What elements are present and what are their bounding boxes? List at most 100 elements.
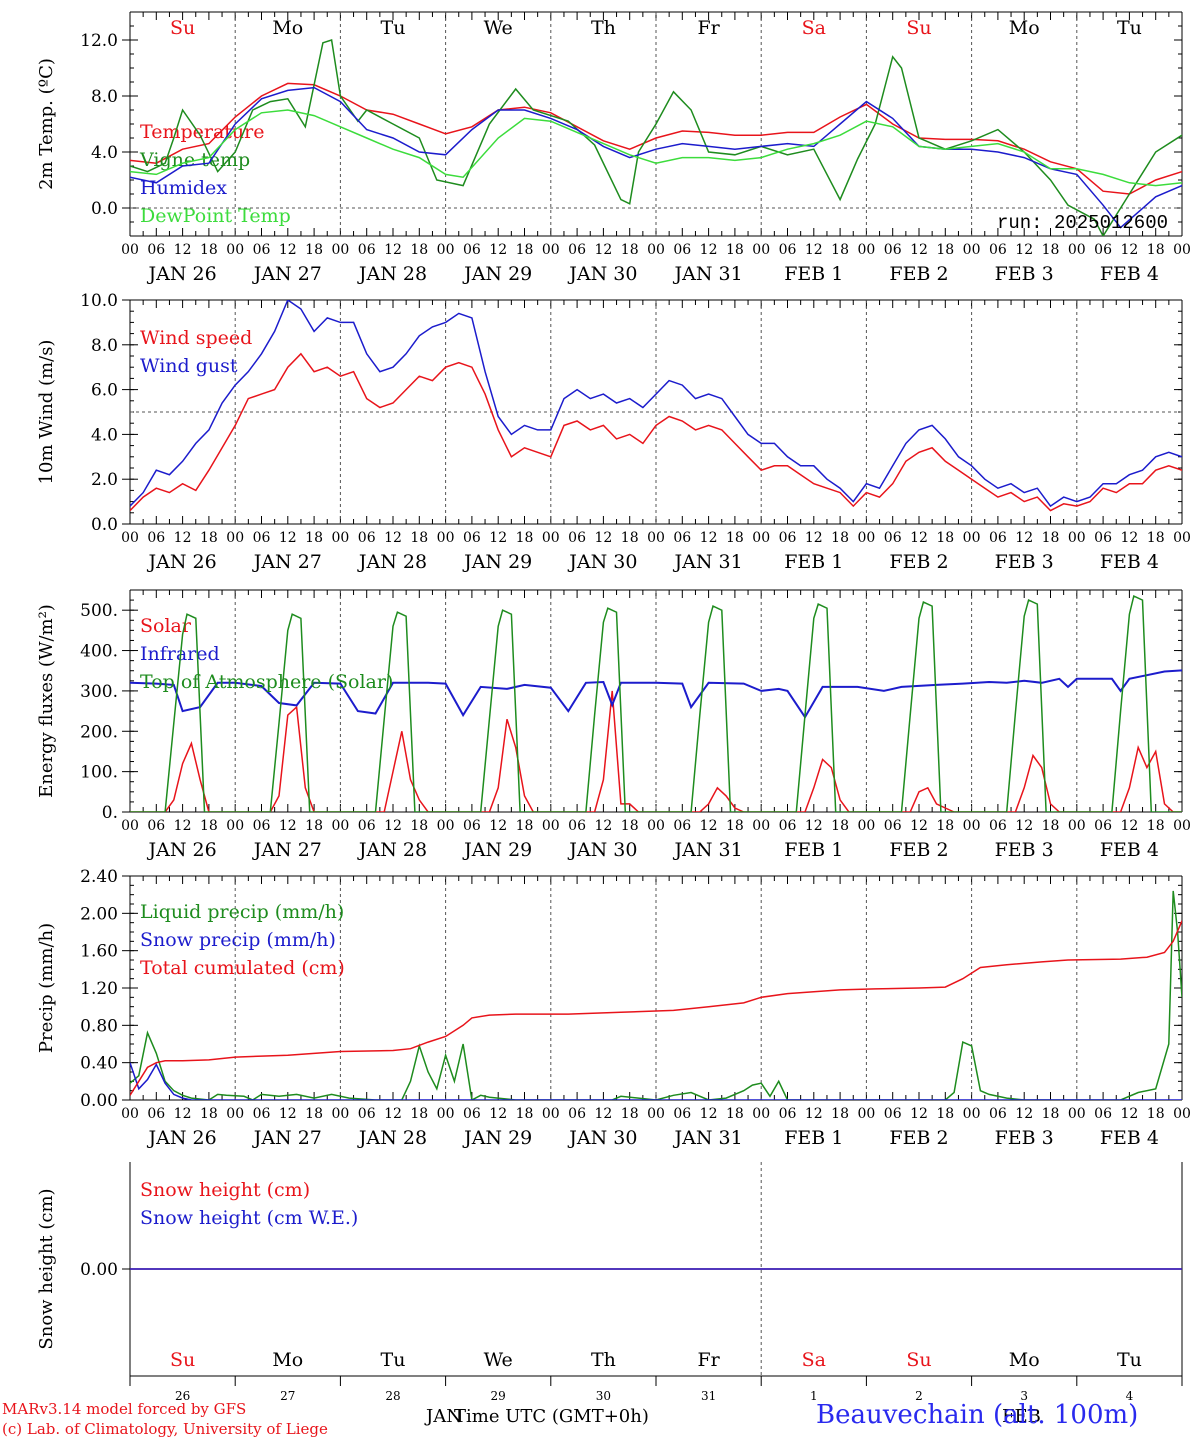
credit-line-2: (c) Lab. of Climatology, University of L… <box>2 1420 328 1438</box>
x-tick-label: 00 <box>1173 242 1191 258</box>
x-tick-label: 12 <box>1015 1106 1033 1122</box>
y-tick-label: 2.00 <box>80 904 118 924</box>
x-tick-label: 18 <box>621 530 639 546</box>
y-tick-label: 0.00 <box>80 1091 118 1111</box>
weekday-label-bottom: Su <box>170 1349 195 1371</box>
y-tick-label: 1.20 <box>80 979 118 999</box>
x-tick-label: 00 <box>331 530 349 546</box>
weekday-label: Tu <box>1117 17 1142 39</box>
x-tick-label: 00 <box>857 1106 875 1122</box>
day-number: 26 <box>175 1389 190 1403</box>
x-tick-label: 18 <box>726 1106 744 1122</box>
date-label: JAN 26 <box>147 551 217 573</box>
x-tick-label: 12 <box>805 242 823 258</box>
x-tick-label: 06 <box>673 1106 691 1122</box>
date-label: FEB 1 <box>784 1127 843 1149</box>
date-label: JAN 31 <box>673 1127 743 1149</box>
series-line-infrared <box>130 669 1182 719</box>
date-label: JAN 29 <box>462 551 532 573</box>
x-tick-label: 06 <box>147 530 165 546</box>
temperature-panel: 0.04.08.012.02m Temp. (ºC) TemperatureVig… <box>36 11 1191 285</box>
series-line-wind-speed <box>130 352 1182 512</box>
x-tick-label: 12 <box>489 818 507 834</box>
x-tick-label: 00 <box>963 1106 981 1122</box>
x-tick-label: 12 <box>279 818 297 834</box>
x-tick-label: 00 <box>542 818 560 834</box>
x-tick-label: 00 <box>437 1106 455 1122</box>
x-tick-label: 18 <box>1042 818 1060 834</box>
x-tick-label: 06 <box>568 242 586 258</box>
x-tick-label: 06 <box>884 242 902 258</box>
y-axis-title: Precip (mm/h) <box>36 923 57 1053</box>
x-tick-label: 06 <box>884 1106 902 1122</box>
x-tick-label: 12 <box>1015 530 1033 546</box>
x-tick-label: 00 <box>121 818 139 834</box>
x-tick-label: 00 <box>331 242 349 258</box>
x-tick-label: 06 <box>884 530 902 546</box>
x-tick-label: 12 <box>594 242 612 258</box>
date-label: FEB 2 <box>889 551 948 573</box>
x-tick-label: 12 <box>174 1106 192 1122</box>
x-tick-label: 00 <box>647 242 665 258</box>
weekday-label-bottom: Tu <box>381 1349 406 1371</box>
series-line-liquid-precip-mm-h- <box>130 890 1182 1100</box>
series-line-solar <box>130 690 1182 812</box>
x-tick-label: 06 <box>568 818 586 834</box>
x-tick-label: 18 <box>1147 530 1165 546</box>
x-tick-label: 18 <box>831 242 849 258</box>
x-axis-label: Time UTC (GMT+0h) <box>454 1406 649 1427</box>
date-label: FEB 3 <box>995 839 1054 861</box>
day-number: 2 <box>915 1389 923 1403</box>
x-tick-label: 12 <box>1120 242 1138 258</box>
x-tick-label: 18 <box>726 242 744 258</box>
x-tick-label: 06 <box>358 818 376 834</box>
series-line-snow-precip-mm-h- <box>130 1062 1182 1100</box>
x-tick-label: 12 <box>594 818 612 834</box>
x-tick-label: 06 <box>463 242 481 258</box>
x-tick-label: 00 <box>226 242 244 258</box>
x-tick-label: 18 <box>200 1106 218 1122</box>
legend-entry: Snow precip (mm/h) <box>140 929 336 951</box>
date-label: FEB 1 <box>784 263 843 285</box>
x-tick-label: 18 <box>1042 242 1060 258</box>
x-tick-label: 00 <box>752 530 770 546</box>
date-label: FEB 4 <box>1100 263 1159 285</box>
legend-entry: Liquid precip (mm/h) <box>140 901 344 923</box>
weekday-label: Fr <box>697 17 720 39</box>
x-tick-label: 06 <box>253 818 271 834</box>
legend-entry: Snow height (cm W.E.) <box>140 1207 358 1229</box>
y-tick-label: 0.0 <box>91 515 118 535</box>
x-tick-label: 12 <box>700 1106 718 1122</box>
date-label: JAN 28 <box>357 263 427 285</box>
x-tick-label: 18 <box>831 1106 849 1122</box>
y-axis-title: 10m Wind (m/s) <box>36 340 57 485</box>
x-tick-label: 00 <box>1068 530 1086 546</box>
x-tick-label: 00 <box>437 818 455 834</box>
x-tick-label: 06 <box>673 530 691 546</box>
weekday-label: Su <box>170 17 195 39</box>
x-tick-label: 06 <box>253 242 271 258</box>
weekday-label-bottom: We <box>484 1349 513 1371</box>
x-tick-label: 12 <box>910 530 928 546</box>
series-line-humidex <box>130 86 1182 229</box>
x-tick-label: 00 <box>542 242 560 258</box>
x-tick-label: 12 <box>805 530 823 546</box>
x-tick-label: 18 <box>200 242 218 258</box>
x-tick-label: 00 <box>752 242 770 258</box>
x-tick-label: 12 <box>384 1106 402 1122</box>
x-tick-label: 12 <box>1120 818 1138 834</box>
x-tick-label: 18 <box>410 818 428 834</box>
day-number: 28 <box>385 1389 400 1403</box>
date-label: JAN 30 <box>567 263 637 285</box>
run-annotation: run: 2025012600 <box>997 212 1168 234</box>
month-right-label: FEB <box>1002 1406 1041 1427</box>
weekday-label-bottom: Mo <box>272 1349 303 1371</box>
x-tick-label: 12 <box>174 818 192 834</box>
x-tick-label: 00 <box>857 242 875 258</box>
x-tick-label: 12 <box>1120 1106 1138 1122</box>
day-number: 3 <box>1020 1389 1028 1403</box>
x-tick-label: 00 <box>226 530 244 546</box>
x-tick-label: 00 <box>1173 1106 1191 1122</box>
x-tick-label: 12 <box>279 1106 297 1122</box>
